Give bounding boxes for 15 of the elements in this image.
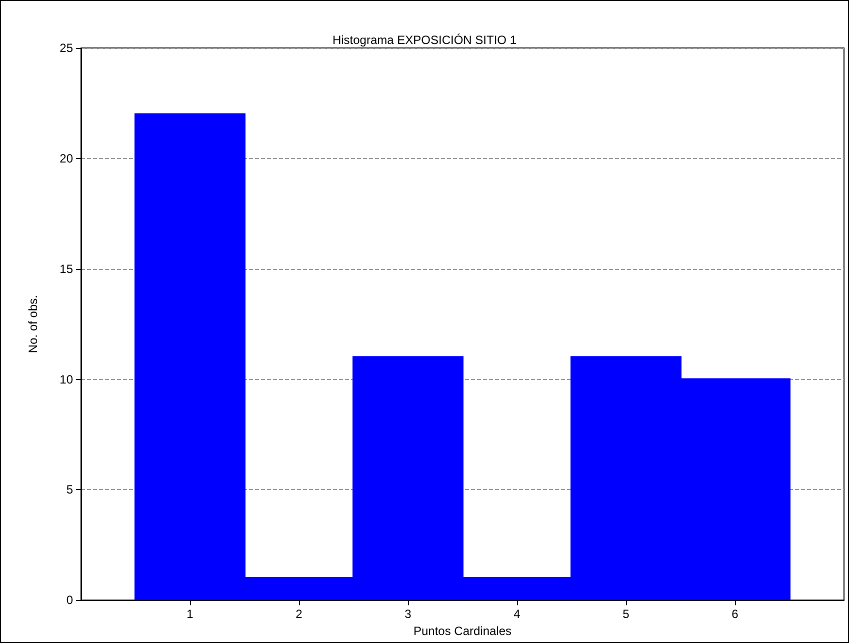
chart-title: Histograma EXPOSICIÓN SITIO 1 [332, 33, 517, 47]
x-tick-label: 3 [404, 607, 412, 622]
x-tick-label: 1 [186, 607, 194, 622]
x-tick-label: 5 [622, 607, 630, 622]
x-tick-label: 6 [732, 607, 739, 622]
y-tick-label: 15 [60, 262, 74, 276]
x-tick-label: 4 [514, 607, 521, 622]
y-tick-label: 25 [60, 41, 74, 55]
y-tick-label: 0 [66, 593, 74, 608]
y-tick-label: 5 [66, 482, 74, 497]
x-tick-label: 2 [296, 607, 303, 622]
y-axis-title: No. of obs. [26, 295, 40, 354]
x-axis-title: Puntos Cardinales [413, 624, 512, 638]
y-tick-label: 20 [60, 151, 74, 166]
y-tick-label: 10 [60, 372, 74, 386]
